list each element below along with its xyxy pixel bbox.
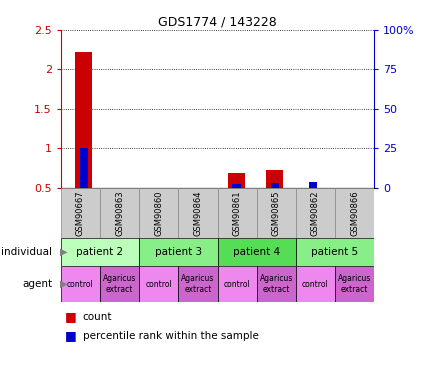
Text: ▶: ▶ (60, 279, 67, 289)
Text: GSM90667: GSM90667 (76, 190, 85, 236)
FancyBboxPatch shape (100, 188, 139, 238)
Bar (227, 173, 245, 188)
Text: patient 2: patient 2 (76, 247, 123, 257)
FancyBboxPatch shape (178, 188, 217, 238)
FancyBboxPatch shape (100, 266, 139, 302)
FancyBboxPatch shape (139, 238, 217, 266)
Text: ■: ■ (65, 329, 77, 342)
Bar (266, 170, 283, 188)
Text: Agaricus
extract: Agaricus extract (103, 274, 136, 294)
Text: GSM90863: GSM90863 (115, 190, 124, 236)
Text: Agaricus
extract: Agaricus extract (337, 274, 370, 294)
FancyBboxPatch shape (217, 266, 256, 302)
FancyBboxPatch shape (256, 266, 295, 302)
Text: patient 5: patient 5 (311, 247, 358, 257)
FancyBboxPatch shape (178, 266, 217, 302)
FancyBboxPatch shape (139, 266, 178, 302)
Bar (75, 52, 92, 188)
Text: control: control (67, 280, 94, 289)
Text: percentile rank within the sample: percentile rank within the sample (82, 331, 258, 340)
FancyBboxPatch shape (61, 238, 139, 266)
Text: GSM90866: GSM90866 (349, 190, 358, 236)
FancyBboxPatch shape (217, 188, 256, 238)
Text: ▶: ▶ (60, 247, 67, 257)
Text: Agaricus
extract: Agaricus extract (181, 274, 214, 294)
FancyBboxPatch shape (256, 188, 295, 238)
Text: ■: ■ (65, 310, 77, 323)
Text: GSM90865: GSM90865 (271, 190, 280, 236)
Title: GDS1774 / 143228: GDS1774 / 143228 (158, 16, 276, 29)
FancyBboxPatch shape (217, 238, 295, 266)
FancyBboxPatch shape (61, 188, 100, 238)
Bar (232, 184, 240, 188)
FancyBboxPatch shape (334, 266, 373, 302)
Text: control: control (223, 280, 250, 289)
Bar (79, 148, 88, 188)
Text: count: count (82, 312, 112, 322)
FancyBboxPatch shape (295, 238, 373, 266)
Text: Agaricus
extract: Agaricus extract (259, 274, 292, 294)
Text: control: control (301, 280, 328, 289)
FancyBboxPatch shape (295, 266, 334, 302)
Text: patient 4: patient 4 (233, 247, 279, 257)
FancyBboxPatch shape (61, 266, 100, 302)
Text: agent: agent (22, 279, 52, 289)
Bar (308, 182, 316, 188)
Text: GSM90861: GSM90861 (232, 190, 241, 236)
Text: GSM90862: GSM90862 (310, 190, 319, 236)
Text: patient 3: patient 3 (155, 247, 201, 257)
Text: GSM90864: GSM90864 (193, 190, 202, 236)
Text: control: control (145, 280, 172, 289)
Text: GSM90860: GSM90860 (154, 190, 163, 236)
FancyBboxPatch shape (139, 188, 178, 238)
Text: individual: individual (1, 247, 52, 257)
Bar (270, 183, 278, 188)
FancyBboxPatch shape (334, 188, 373, 238)
FancyBboxPatch shape (295, 188, 334, 238)
